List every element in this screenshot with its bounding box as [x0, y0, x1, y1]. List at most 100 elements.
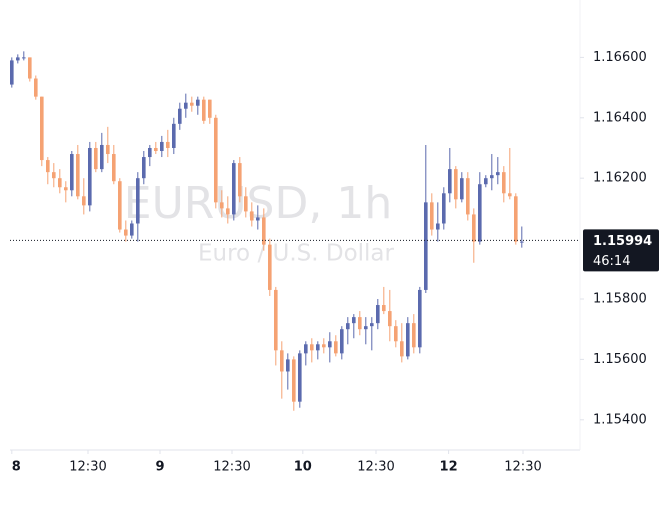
candle-body	[454, 169, 458, 200]
candle-body	[28, 57, 32, 79]
candle-body	[10, 60, 14, 85]
candle-body	[238, 163, 242, 197]
candle-body	[328, 341, 332, 348]
last-price-label: 1.15994	[593, 234, 652, 249]
candle-body	[286, 359, 290, 372]
x-tick-label: 12:30	[357, 460, 394, 475]
candle-body	[448, 169, 452, 194]
candle-body	[154, 147, 158, 152]
x-tick-label: 8	[12, 460, 21, 475]
candle-body	[202, 99, 206, 121]
y-tick-label: 1.16600	[593, 50, 647, 65]
candle-body	[430, 202, 434, 230]
candle-body	[148, 147, 152, 158]
candle-body	[124, 229, 128, 236]
candle-body	[418, 289, 422, 348]
candle-body	[382, 305, 386, 312]
candle-body	[214, 117, 218, 203]
candle-body	[520, 241, 524, 243]
y-tick-label: 1.15800	[593, 291, 647, 306]
candle-body	[46, 160, 50, 173]
candle-body	[232, 163, 236, 215]
x-tick-label: 12:30	[504, 460, 541, 475]
candle-body	[250, 211, 254, 221]
candle-body	[136, 178, 140, 224]
candle-body	[394, 326, 398, 342]
candle-body	[292, 359, 296, 402]
candle-body	[262, 217, 266, 245]
candle-body	[370, 323, 374, 327]
candle-body	[40, 96, 44, 161]
candle-body	[112, 154, 116, 182]
candle-body	[52, 172, 56, 179]
candle-body	[118, 181, 122, 230]
x-tick-label: 9	[155, 460, 164, 475]
candle-body	[484, 178, 488, 185]
candle-body	[256, 217, 260, 221]
candle-body	[436, 223, 440, 230]
candle-body	[364, 326, 368, 330]
candle-body	[208, 99, 212, 118]
candle-body	[76, 154, 80, 197]
candle-body	[406, 323, 410, 357]
candle-body	[346, 323, 350, 330]
candle-body	[466, 178, 470, 215]
candle-body	[340, 329, 344, 354]
candle-body	[376, 305, 380, 324]
candle-body	[64, 187, 68, 191]
watermark-subtitle: Euro / U.S. Dollar	[198, 241, 395, 267]
candle-body	[412, 323, 416, 348]
candle-body	[166, 141, 170, 148]
candle-body	[316, 344, 320, 351]
candle-body	[490, 175, 494, 179]
last-price-box	[583, 229, 659, 272]
candle-body	[88, 147, 92, 206]
candle-body	[514, 196, 518, 242]
candle-body	[508, 193, 512, 197]
candle-body	[478, 184, 482, 242]
y-tick-label: 1.15600	[593, 352, 647, 367]
x-tick-label: 12:30	[213, 460, 250, 475]
candle-body	[142, 157, 146, 179]
candle-body	[268, 244, 272, 290]
x-tick-label: 10	[294, 460, 312, 475]
countdown-label: 46:14	[593, 254, 630, 269]
candle-body	[472, 214, 476, 242]
candle-body	[322, 344, 326, 348]
candle-body	[100, 144, 104, 170]
x-tick-label: 12:30	[69, 460, 106, 475]
candle-body	[226, 208, 230, 215]
candle-body	[196, 99, 200, 106]
candle-body	[502, 172, 506, 194]
candle-body	[352, 317, 356, 324]
candle-body	[442, 193, 446, 224]
candle-body	[130, 223, 134, 236]
candle-body	[106, 144, 110, 155]
candle-body	[184, 102, 188, 109]
candle-body	[310, 344, 314, 351]
y-tick-label: 1.16200	[593, 171, 647, 186]
y-tick-label: 1.16400	[593, 110, 647, 125]
candle-body	[358, 317, 362, 330]
candle-body	[16, 57, 20, 61]
candle-body	[22, 57, 26, 59]
candle-body	[274, 289, 278, 351]
candle-body	[70, 154, 74, 191]
candle-body	[280, 350, 284, 372]
candle-body	[58, 178, 62, 188]
candle-body	[34, 78, 38, 97]
candle-body	[388, 311, 392, 327]
candle-body	[244, 196, 248, 212]
candle-body	[82, 196, 86, 206]
candle-body	[304, 344, 308, 354]
candle-body	[160, 141, 164, 152]
candle-body	[220, 202, 224, 209]
y-tick-label: 1.15400	[593, 412, 647, 427]
candle-body	[298, 353, 302, 402]
candle-body	[172, 123, 176, 148]
candle-body	[190, 102, 194, 106]
candle-body	[334, 341, 338, 354]
